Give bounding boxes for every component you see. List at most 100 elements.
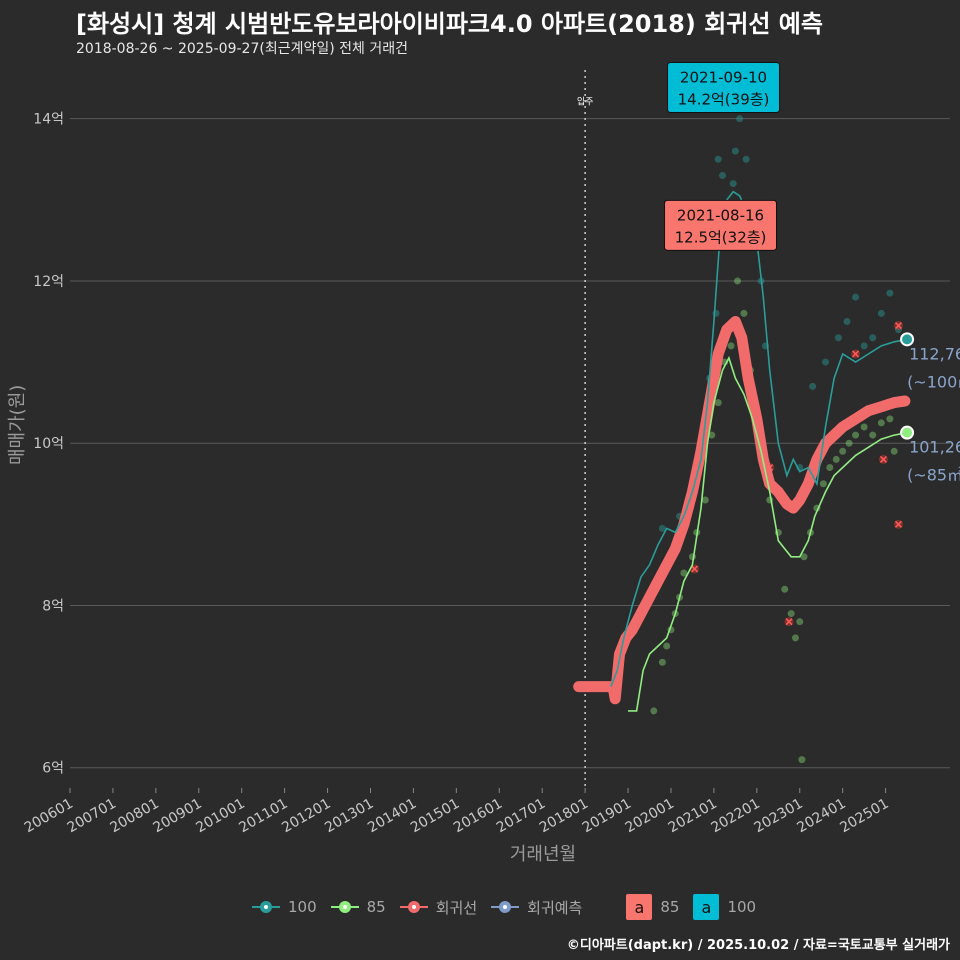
legend-key — [330, 897, 359, 917]
x-tick-label: 201601 — [451, 796, 505, 837]
trade-point-85 — [787, 610, 795, 618]
x-tick-label: 201001 — [193, 796, 247, 837]
trade-point-85 — [869, 431, 877, 439]
trade-point-100 — [877, 309, 885, 317]
chart-title: [화성시] 청계 시범반도유보라아이비파크4.0 아파트(2018) 회귀선 예… — [76, 10, 823, 38]
end-marker-100 — [900, 332, 915, 347]
outlier-cross — [691, 565, 699, 573]
legend-key — [252, 897, 280, 917]
trade-point-85 — [708, 431, 716, 439]
footer-credit: ©디아파트(dapt.kr) / 2025.10.02 / 자료=국토교통부 실… — [566, 938, 950, 953]
trade-point-100 — [822, 358, 830, 366]
y-tick-label: 10억 — [33, 436, 64, 452]
trade-point-85 — [832, 455, 840, 463]
y-tick-label: 8억 — [42, 598, 64, 614]
legend-item: 100 — [252, 897, 317, 917]
legend-label: 100 — [288, 898, 317, 916]
x-tick-label: 200901 — [150, 796, 204, 837]
trade-point-100 — [736, 115, 744, 123]
trade-point-85 — [791, 634, 799, 642]
callout-box-85 — [664, 199, 778, 251]
trade-point-100 — [658, 524, 666, 532]
x-tick-label: 201501 — [408, 796, 462, 837]
trade-point-85 — [701, 496, 709, 504]
callout-date-100: 2021-09-10 — [680, 68, 767, 86]
trade-point-100 — [718, 171, 726, 179]
callout-price-100: 14.2억(39층) — [678, 90, 770, 108]
x-tick-label: 200801 — [108, 796, 162, 837]
trade-point-85 — [680, 569, 688, 577]
x-tick-label: 201201 — [279, 796, 333, 837]
trade-point-100 — [843, 318, 851, 326]
legend-label: 85 — [366, 898, 386, 916]
x-tick-label: 202501 — [837, 796, 891, 837]
x-tick-label: 202201 — [709, 796, 763, 837]
x-tick-label: 201101 — [236, 796, 290, 837]
trade-point-100 — [809, 382, 817, 390]
trade-point-100 — [731, 147, 739, 155]
outlier-cross — [894, 322, 903, 330]
y-tick-label: 14억 — [33, 112, 64, 128]
x-tick-label: 202001 — [623, 796, 677, 837]
outlier-cross — [852, 350, 860, 358]
trade-point-85 — [860, 423, 868, 431]
end-marker-85 — [900, 425, 915, 440]
x-tick-label: 200601 — [22, 796, 76, 837]
trade-point-100 — [886, 289, 894, 297]
y-tick-label: 12억 — [33, 274, 64, 290]
trade-point-100 — [714, 155, 722, 163]
trade-point-85 — [796, 618, 804, 626]
callout-price-85: 12.5억(32층) — [675, 228, 767, 246]
regression-line — [573, 316, 911, 705]
y-tick-label: 6억 — [42, 761, 64, 777]
x-tick-label: 201801 — [537, 796, 591, 837]
trade-point-85 — [886, 415, 894, 423]
series-line-85 — [628, 355, 908, 712]
trade-point-85 — [781, 585, 789, 593]
move-in-label: 입주 — [577, 96, 594, 108]
trade-point-85 — [839, 447, 847, 455]
trade-point-100 — [869, 334, 877, 342]
end-area-85: (~85㎡) — [907, 466, 960, 485]
trade-point-85 — [852, 431, 860, 439]
legend-item: 85 — [330, 897, 386, 917]
trade-point-85 — [663, 642, 671, 650]
trade-point-85 — [714, 399, 722, 407]
trade-point-100 — [834, 334, 842, 342]
x-tick-label: 201701 — [494, 796, 548, 837]
outlier-cross — [894, 520, 903, 528]
trade-point-100 — [729, 180, 737, 188]
legend-box: a — [693, 894, 720, 920]
trade-point-85 — [890, 447, 898, 455]
end-value-85: 101,265 — [909, 438, 960, 457]
x-tick-label: 202401 — [794, 796, 848, 837]
chart-legend: 100 85 회귀선 회귀예측 a 85 a 100 — [252, 894, 770, 920]
x-tick-label: 202101 — [666, 796, 720, 837]
callout-date-85: 2021-08-16 — [677, 206, 764, 224]
legend-box: a — [626, 894, 653, 920]
legend-item: a 100 — [693, 894, 756, 920]
trade-point-100 — [742, 155, 750, 163]
trade-point-85 — [650, 707, 658, 715]
trade-point-85 — [798, 756, 806, 764]
legend-label: 85 — [660, 898, 680, 916]
legend-item: 회귀선 — [399, 897, 478, 918]
legend-label: 100 — [727, 898, 757, 916]
chart-subtitle: 2018-08-26 ~ 2025-09-27(최근계약일) 전체 거래건 — [76, 41, 408, 57]
trade-point-85 — [826, 464, 834, 472]
trade-point-85 — [688, 553, 696, 561]
x-tick-label: 201301 — [322, 796, 376, 837]
trade-point-85 — [877, 419, 885, 427]
x-tick-label: 201901 — [580, 796, 634, 837]
end-value-100: 112,762 — [909, 344, 960, 363]
callout-box-100 — [667, 61, 781, 113]
trade-point-85 — [727, 342, 735, 350]
x-tick-label: 201401 — [365, 796, 419, 837]
trade-point-85 — [819, 480, 827, 488]
outlier-cross — [785, 618, 793, 626]
legend-key — [399, 897, 428, 917]
legend-label: 회귀선 — [435, 898, 478, 917]
x-axis-label: 거래년월 — [509, 844, 577, 865]
trade-point-85 — [740, 309, 748, 317]
